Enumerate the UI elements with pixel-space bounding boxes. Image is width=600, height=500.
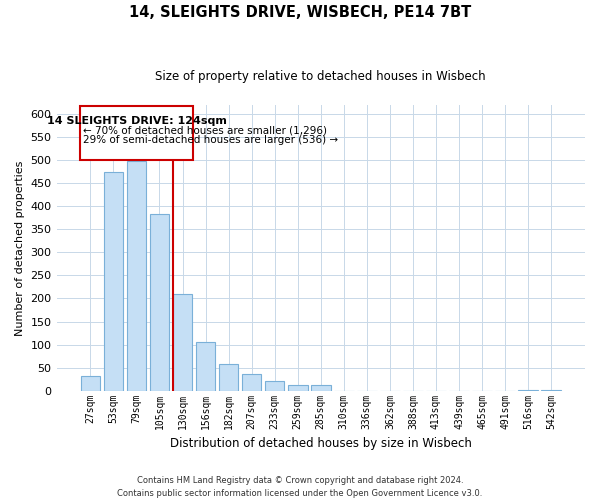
Bar <box>219 364 238 390</box>
Text: 14 SLEIGHTS DRIVE: 124sqm: 14 SLEIGHTS DRIVE: 124sqm <box>47 116 226 126</box>
Text: 29% of semi-detached houses are larger (536) →: 29% of semi-detached houses are larger (… <box>83 136 338 145</box>
Y-axis label: Number of detached properties: Number of detached properties <box>15 160 25 336</box>
Bar <box>149 214 169 390</box>
Bar <box>242 374 262 390</box>
Bar <box>104 172 123 390</box>
Text: ← 70% of detached houses are smaller (1,296): ← 70% of detached houses are smaller (1,… <box>83 126 328 136</box>
Bar <box>288 385 308 390</box>
Bar <box>173 294 193 390</box>
Bar <box>80 376 100 390</box>
Bar <box>127 161 146 390</box>
X-axis label: Distribution of detached houses by size in Wisbech: Distribution of detached houses by size … <box>170 437 472 450</box>
Bar <box>80 106 193 160</box>
Text: 14, SLEIGHTS DRIVE, WISBECH, PE14 7BT: 14, SLEIGHTS DRIVE, WISBECH, PE14 7BT <box>129 5 471 20</box>
Text: Contains HM Land Registry data © Crown copyright and database right 2024.
Contai: Contains HM Land Registry data © Crown c… <box>118 476 482 498</box>
Bar <box>265 381 284 390</box>
Bar <box>196 342 215 390</box>
Bar <box>311 385 331 390</box>
Title: Size of property relative to detached houses in Wisbech: Size of property relative to detached ho… <box>155 70 486 83</box>
